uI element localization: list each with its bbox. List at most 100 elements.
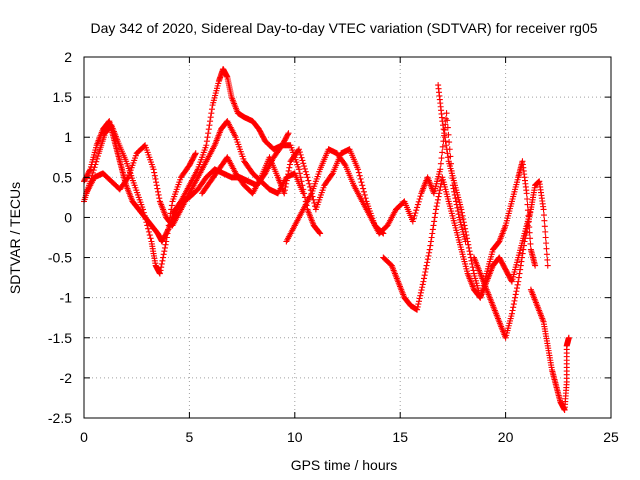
data-point xyxy=(146,232,153,239)
series-satellite-d xyxy=(169,66,292,217)
data-point xyxy=(465,241,472,248)
data-point xyxy=(415,301,422,308)
data-point xyxy=(439,149,446,156)
data-point xyxy=(301,163,308,170)
y-tick-label: 0 xyxy=(64,209,72,225)
data-point xyxy=(89,169,96,176)
y-tick-label: -1.5 xyxy=(48,330,72,346)
data-point xyxy=(523,190,530,197)
data-point xyxy=(361,191,368,198)
data-point xyxy=(161,248,168,255)
data-point xyxy=(437,166,444,173)
data-point xyxy=(464,238,471,245)
data-point xyxy=(206,122,213,129)
y-tick-label: 1 xyxy=(64,129,72,145)
data-point xyxy=(151,169,158,176)
data-point xyxy=(316,229,323,236)
data-point xyxy=(543,245,550,252)
data-point xyxy=(421,275,428,282)
data-point xyxy=(281,187,288,194)
data-point xyxy=(301,165,308,172)
data-point xyxy=(541,217,548,224)
data-point xyxy=(419,281,426,288)
data-point xyxy=(443,146,450,153)
data-point xyxy=(431,214,438,221)
data-point xyxy=(466,248,473,255)
data-point xyxy=(144,222,151,229)
data-point xyxy=(360,188,367,195)
x-tick-label: 0 xyxy=(80,429,88,445)
data-point xyxy=(151,172,158,179)
data-point xyxy=(521,238,528,245)
data-point xyxy=(414,201,421,208)
data-point xyxy=(520,242,527,249)
data-point xyxy=(512,291,519,298)
data-point xyxy=(518,258,525,265)
data-point xyxy=(544,262,551,269)
data-point xyxy=(160,251,167,258)
data-point xyxy=(283,177,290,184)
data-point xyxy=(297,151,304,158)
data-point xyxy=(417,292,424,299)
data-point xyxy=(282,183,289,190)
data-point xyxy=(516,270,523,277)
data-point xyxy=(302,168,309,175)
data-point xyxy=(87,178,94,185)
data-point xyxy=(524,225,531,232)
data-point xyxy=(432,210,439,217)
data-point xyxy=(359,182,366,189)
data-point xyxy=(310,196,317,203)
data-point xyxy=(168,202,175,209)
data-point xyxy=(508,277,515,284)
data-point xyxy=(91,164,98,171)
data-point xyxy=(192,151,199,158)
data-point xyxy=(89,172,96,179)
data-point xyxy=(166,218,173,225)
data-point xyxy=(527,209,534,216)
data-point xyxy=(515,278,522,285)
data-point xyxy=(415,198,422,205)
data-point xyxy=(164,230,171,237)
data-point xyxy=(541,223,548,230)
data-point xyxy=(300,190,307,197)
data-point xyxy=(163,234,170,241)
axis-ticks: 0 5 10 15 20 25 -2.5 -2 -1.5 -1 -0.5 0 0.5 1 1.5 2 xyxy=(48,49,619,445)
data-point xyxy=(145,225,152,232)
data-point xyxy=(532,262,539,269)
data-point xyxy=(430,222,437,229)
data-point xyxy=(357,175,364,182)
data-point xyxy=(341,161,348,168)
grid-lines xyxy=(84,57,611,418)
data-point xyxy=(509,307,516,314)
data-point xyxy=(414,204,421,211)
data-point xyxy=(142,216,149,223)
y-tick-label: 1.5 xyxy=(53,89,73,105)
data-point xyxy=(356,172,363,179)
y-tick-label: -1 xyxy=(60,290,73,306)
data-point xyxy=(207,118,214,125)
data-point xyxy=(145,228,152,235)
data-point xyxy=(360,185,367,192)
data-point xyxy=(413,207,420,214)
data-point xyxy=(524,222,531,229)
data-point xyxy=(511,297,518,304)
data-point xyxy=(284,174,291,181)
data-point xyxy=(305,177,312,184)
data-point xyxy=(517,266,524,273)
data-point xyxy=(300,160,307,167)
data-point xyxy=(513,288,520,295)
data-point xyxy=(519,254,526,261)
data-point xyxy=(205,130,212,137)
data-point xyxy=(438,155,445,162)
data-point xyxy=(452,195,459,202)
data-point xyxy=(522,232,529,239)
data-point xyxy=(296,166,303,173)
data-point xyxy=(158,260,165,267)
data-point xyxy=(439,118,446,125)
data-point xyxy=(462,225,469,232)
data-point xyxy=(525,216,532,223)
data-point xyxy=(203,138,210,145)
data-point xyxy=(525,219,532,226)
data-point xyxy=(141,212,148,219)
data-point xyxy=(409,218,416,225)
